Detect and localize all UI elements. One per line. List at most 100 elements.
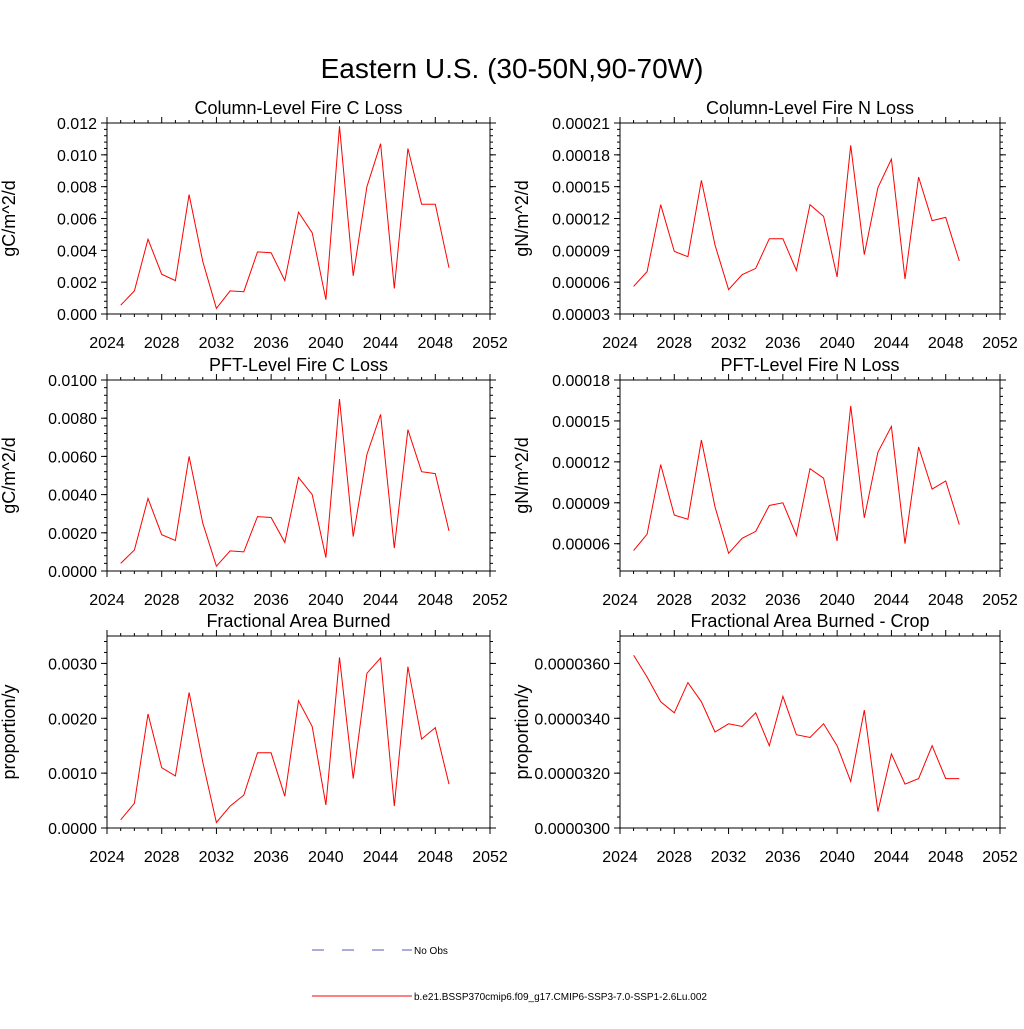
x-tick-label: 2048	[928, 335, 964, 352]
x-tick-label: 2028	[656, 335, 692, 352]
x-tick-label: 2028	[144, 592, 180, 609]
legend-label-no-obs: No Obs	[414, 946, 448, 957]
x-tick-label: 2048	[928, 592, 964, 609]
y-tick-label: 0.00006	[552, 537, 610, 554]
panel-title: Column-Level Fire C Loss	[194, 98, 402, 118]
y-tick-label: 0.0000	[48, 564, 97, 581]
x-tick-label: 2040	[308, 592, 344, 609]
x-tick-label: 2044	[874, 849, 910, 866]
y-tick-label: 0.0000340	[534, 711, 610, 728]
x-tick-label: 2028	[144, 335, 180, 352]
y-axis-label: proportion/y	[0, 684, 19, 779]
panel-title: Column-Level Fire N Loss	[706, 98, 914, 118]
x-tick-label: 2052	[472, 592, 508, 609]
plot-frame	[619, 379, 1001, 572]
x-tick-label: 2040	[308, 849, 344, 866]
x-tick-label: 2028	[656, 849, 692, 866]
x-tick-label: 2040	[819, 335, 855, 352]
x-tick-label: 2044	[363, 592, 399, 609]
y-axis-label: gN/m^2/d	[512, 180, 532, 256]
y-tick-label: 0.0000300	[534, 821, 610, 838]
series-line	[633, 145, 960, 291]
panel-title: Fractional Area Burned - Crop	[690, 611, 929, 631]
series-line	[120, 656, 450, 824]
plot-frame	[106, 122, 491, 315]
x-tick-label: 2036	[765, 592, 801, 609]
x-tick-label: 2036	[765, 335, 801, 352]
y-tick-label: 0.010	[57, 148, 97, 165]
y-tick-label: 0.0020	[48, 711, 97, 728]
x-tick-label: 2032	[711, 849, 747, 866]
legend: No Obs b.e21.BSSP370cmip6.f09_g17.CMIP6-…	[312, 946, 707, 1003]
y-tick-label: 0.00015	[552, 414, 610, 431]
x-tick-label: 2036	[253, 335, 289, 352]
y-tick-label: 0.00015	[552, 180, 610, 197]
panel-5: Fractional Area Burned 2024 2028 2032 2036 20…	[0, 611, 508, 866]
y-tick-label: 0.00003	[552, 307, 610, 324]
figure-title: Eastern U.S. (30-50N,90-70W)	[321, 53, 704, 84]
x-tick-label: 2052	[982, 592, 1018, 609]
y-tick-label: 0.00006	[552, 275, 610, 292]
x-tick-label: 2032	[199, 849, 235, 866]
legend-label-model: b.e21.BSSP370cmip6.f09_g17.CMIP6-SSP3-7.…	[414, 992, 707, 1003]
y-tick-label: 0.006	[57, 212, 97, 229]
x-tick-label: 2052	[472, 335, 508, 352]
y-axis-label: gC/m^2/d	[0, 180, 19, 256]
x-tick-label: 2024	[602, 849, 638, 866]
series-line	[633, 654, 960, 812]
x-tick-label: 2036	[253, 592, 289, 609]
plot-frame	[106, 635, 491, 829]
panel-title: PFT-Level Fire C Loss	[209, 355, 388, 375]
x-tick-label: 2028	[144, 849, 180, 866]
panel-title: Fractional Area Burned	[206, 611, 390, 631]
x-tick-label: 2048	[417, 592, 453, 609]
x-tick-label: 2024	[602, 592, 638, 609]
x-tick-label: 2052	[472, 849, 508, 866]
y-tick-label: 0.00009	[552, 243, 610, 260]
y-tick-label: 0.00021	[552, 116, 610, 133]
y-tick-label: 0.00012	[552, 455, 610, 472]
panel-1: Column-Level Fire C Loss 2024 2028 2032 2036…	[0, 98, 508, 352]
x-tick-label: 2044	[363, 849, 399, 866]
y-tick-label: 0.00009	[552, 496, 610, 513]
series-line	[120, 399, 450, 568]
y-axis-label: proportion/y	[512, 684, 532, 779]
y-tick-label: 0.0080	[48, 411, 97, 428]
panel-3: PFT-Level Fire C Loss 2024 2028 2032 2036 204…	[0, 355, 508, 609]
y-tick-label: 0.000	[57, 307, 97, 324]
plot-frame	[106, 379, 491, 572]
y-tick-label: 0.00012	[552, 212, 610, 229]
y-axis-label: gC/m^2/d	[0, 437, 19, 513]
y-tick-label: 0.0000	[48, 821, 97, 838]
y-tick-label: 0.00018	[552, 373, 610, 390]
y-tick-label: 0.012	[57, 116, 97, 133]
plot-frame	[619, 635, 1001, 829]
x-tick-label: 2052	[982, 335, 1018, 352]
panel-4: PFT-Level Fire N Loss 2024 2028 2032 2036 204…	[512, 355, 1018, 609]
x-tick-label: 2040	[819, 592, 855, 609]
x-tick-label: 2048	[417, 335, 453, 352]
series-line	[120, 126, 450, 310]
x-tick-label: 2048	[417, 849, 453, 866]
x-tick-label: 2036	[253, 849, 289, 866]
panel-2: Column-Level Fire N Loss 2024 2028 2032 2036…	[512, 98, 1018, 352]
y-tick-label: 0.0030	[48, 656, 97, 673]
x-tick-label: 2024	[89, 849, 125, 866]
y-axis-label: gN/m^2/d	[512, 437, 532, 513]
x-tick-label: 2032	[199, 335, 235, 352]
y-tick-label: 0.0020	[48, 526, 97, 543]
x-tick-label: 2036	[765, 849, 801, 866]
y-tick-label: 0.0010	[48, 766, 97, 783]
x-tick-label: 2032	[199, 592, 235, 609]
panel-6: Fractional Area Burned - Crop 2024 2028 203…	[512, 611, 1018, 866]
x-tick-label: 2024	[89, 335, 125, 352]
y-tick-label: 0.0040	[48, 488, 97, 505]
x-tick-label: 2052	[982, 849, 1018, 866]
x-tick-label: 2028	[656, 592, 692, 609]
x-tick-label: 2040	[308, 335, 344, 352]
x-tick-label: 2044	[874, 592, 910, 609]
panel-title: PFT-Level Fire N Loss	[720, 355, 899, 375]
y-tick-label: 0.008	[57, 180, 97, 197]
